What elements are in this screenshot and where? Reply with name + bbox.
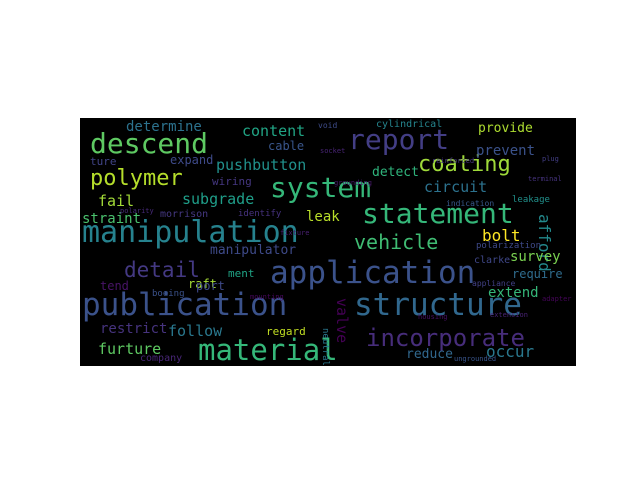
word-cloud-word: housing bbox=[418, 313, 448, 321]
word-cloud-word: bolt bbox=[482, 226, 521, 245]
word-cloud-word: prevent bbox=[476, 143, 536, 159]
word-cloud-word: plug bbox=[542, 155, 559, 163]
word-cloud-word: port bbox=[196, 279, 225, 293]
word-cloud-word: fixture bbox=[280, 229, 310, 237]
word-cloud-word: detect bbox=[372, 165, 419, 180]
word-cloud-word: polarization bbox=[476, 241, 542, 251]
word-cloud-word: grounding bbox=[334, 179, 372, 187]
word-cloud-word: subgrade bbox=[182, 190, 255, 208]
word-cloud-word: morrison bbox=[160, 209, 209, 220]
word-cloud-word: boeing bbox=[152, 289, 185, 299]
word-cloud-word: furture bbox=[98, 340, 162, 358]
word-cloud-word: extend bbox=[488, 285, 539, 301]
word-cloud-word: follow bbox=[168, 322, 223, 340]
word-cloud-word: manipulation bbox=[82, 215, 299, 250]
word-cloud-word: occur bbox=[486, 342, 535, 361]
word-cloud-word: company bbox=[140, 353, 183, 364]
word-cloud-word: manipulator bbox=[210, 243, 297, 258]
word-cloud-word: structure bbox=[354, 287, 522, 323]
word-cloud-word: publication bbox=[82, 287, 288, 323]
word-cloud-word: restrict bbox=[100, 321, 168, 337]
word-cloud-word: fail bbox=[98, 192, 135, 210]
word-cloud-word: indication bbox=[446, 199, 495, 208]
word-cloud-word: material bbox=[198, 333, 338, 366]
word-cloud-word: application bbox=[270, 255, 476, 291]
word-cloud-word: determine bbox=[126, 119, 202, 135]
word-cloud-word: terminal bbox=[528, 175, 562, 183]
word-cloud-word: socket bbox=[320, 147, 346, 155]
word-cloud-word: descend bbox=[90, 127, 209, 160]
word-cloud-word: vehicle bbox=[354, 230, 439, 254]
word-cloud: publication structure application manipulat… bbox=[80, 118, 576, 366]
word-cloud-word: expand bbox=[170, 153, 214, 167]
word-cloud-word: coating bbox=[418, 152, 511, 177]
word-cloud-word: provide bbox=[478, 121, 533, 136]
word-cloud-word: adapter bbox=[542, 295, 572, 303]
word-cloud-word: leak bbox=[306, 209, 340, 225]
word-cloud-word: detail bbox=[124, 258, 200, 282]
word-cloud-word: report bbox=[348, 123, 450, 156]
word-cloud-word: raft bbox=[188, 277, 217, 291]
word-cloud-word: survey bbox=[510, 249, 561, 265]
word-cloud-word: appliance bbox=[472, 279, 516, 288]
word-cloud-word: neutral bbox=[320, 328, 330, 366]
word-cloud-word: polarity bbox=[120, 207, 154, 215]
word-cloud-word: ment bbox=[228, 267, 255, 280]
word-cloud-word: tend bbox=[100, 279, 129, 293]
word-cloud-word: ture bbox=[90, 155, 117, 168]
word-cloud-word: reinforced bbox=[432, 157, 475, 165]
word-cloud-word: extension bbox=[490, 311, 528, 319]
word-cloud-word: statement bbox=[362, 197, 514, 230]
word-cloud-word: cable bbox=[268, 139, 305, 153]
word-cloud-word: require bbox=[512, 267, 563, 281]
word-cloud-word: mounting bbox=[250, 293, 284, 301]
word-cloud-word: pushbutton bbox=[216, 156, 307, 174]
word-cloud-word: reduce bbox=[406, 347, 453, 362]
word-cloud-word: cylindrical bbox=[376, 119, 443, 130]
word-cloud-word: content bbox=[242, 122, 306, 140]
word-cloud-word: ungrounded bbox=[454, 355, 497, 363]
word-cloud-word: void bbox=[318, 121, 338, 130]
word-cloud-word: system bbox=[270, 171, 372, 204]
word-cloud-word: regard bbox=[266, 325, 306, 338]
word-cloud-word: leakage bbox=[512, 195, 550, 205]
word-cloud-word: polymer bbox=[90, 166, 183, 191]
word-cloud-word: valve bbox=[333, 298, 351, 344]
word-cloud-word: identify bbox=[238, 209, 282, 219]
word-cloud-word: straint bbox=[82, 211, 142, 227]
word-cloud-word: circuit bbox=[424, 178, 488, 196]
word-cloud-word: wiring bbox=[212, 175, 252, 188]
word-cloud-word: incorporate bbox=[366, 324, 525, 352]
word-cloud-word: clarke bbox=[474, 255, 511, 266]
